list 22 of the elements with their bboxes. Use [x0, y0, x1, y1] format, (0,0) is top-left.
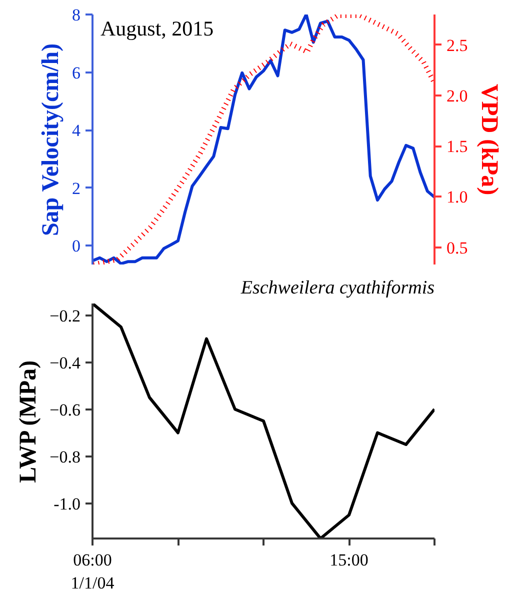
y-tick-label: 2 — [72, 178, 80, 198]
y2-tick-label: 2.5 — [446, 36, 468, 55]
annotation: August, 2015 — [100, 16, 214, 40]
y-tick-label: 6 — [72, 63, 80, 82]
y-axis-title: Sap Velocity(cm/h) — [38, 43, 64, 236]
y-tick-label: −0.4 — [50, 353, 81, 372]
chart-title: Eschweilera cyathiformis — [240, 278, 435, 298]
y-tick-label: 8 — [72, 6, 80, 24]
y-tick-label: 4 — [72, 121, 81, 140]
y2-tick-label: 2.0 — [446, 86, 468, 106]
y2-axis-title: VPD (kPa) — [476, 84, 502, 196]
y-tick-label: -1.0 — [54, 494, 81, 514]
y-tick-label: −0.2 — [50, 306, 81, 326]
x-tick-label: 15:00 — [330, 550, 368, 570]
y-tick-label: −0.6 — [50, 400, 81, 420]
y2-tick-label: 1.5 — [446, 137, 468, 156]
y-tick-label: −0.8 — [50, 447, 81, 466]
y2-tick-label: 1.0 — [446, 188, 468, 207]
y2-tick-label: 0.5 — [446, 238, 468, 258]
y-tick-label: 0 — [72, 236, 80, 256]
x-tick-label: 06:00 1/1/04 — [70, 550, 115, 592]
y-axis-title: LWP (MPa) — [16, 360, 42, 483]
